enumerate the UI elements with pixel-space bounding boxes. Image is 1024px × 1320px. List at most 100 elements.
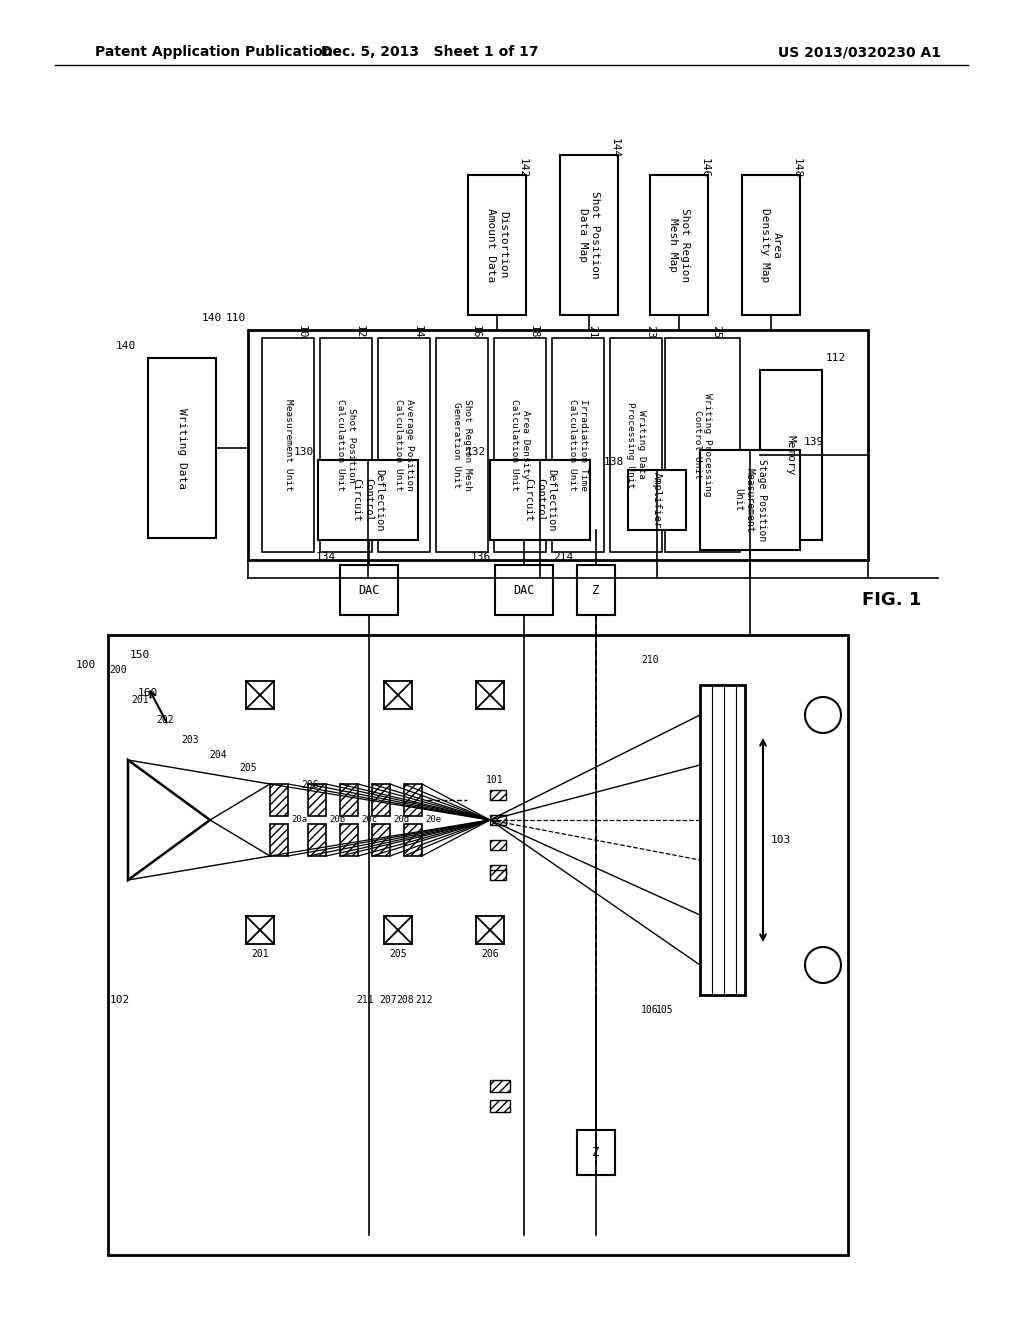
Text: Average Position
Calculation Unit: Average Position Calculation Unit — [394, 399, 414, 491]
Text: Shot Position
Calculation Unit: Shot Position Calculation Unit — [336, 399, 355, 491]
Bar — [700, 450, 800, 550]
Text: 200: 200 — [110, 665, 127, 675]
Text: 160: 160 — [138, 688, 159, 698]
Text: 12: 12 — [355, 325, 365, 339]
Bar — [248, 330, 868, 560]
Bar — [108, 635, 848, 1255]
Text: DAC: DAC — [358, 583, 380, 597]
Text: 211: 211 — [356, 995, 374, 1005]
Bar — [384, 916, 412, 944]
Text: 136: 136 — [471, 552, 490, 562]
Bar — [308, 784, 326, 816]
Bar — [490, 865, 506, 875]
Text: 130: 130 — [294, 447, 314, 457]
Text: 20e: 20e — [425, 816, 441, 825]
Text: 146: 146 — [700, 158, 710, 178]
Text: 106: 106 — [641, 1005, 658, 1015]
Text: 20b: 20b — [329, 816, 345, 825]
Text: Stage Position
Measurement
Unit: Stage Position Measurement Unit — [733, 459, 767, 541]
Bar — [404, 784, 422, 816]
Bar — [319, 338, 372, 552]
Bar — [577, 565, 615, 615]
Bar — [340, 824, 358, 855]
Bar — [404, 824, 422, 855]
Text: 201: 201 — [131, 696, 148, 705]
Text: Distortion
Amount Data: Distortion Amount Data — [486, 207, 508, 282]
Text: Area Density
Calculation Unit: Area Density Calculation Unit — [510, 399, 529, 491]
Text: Patent Application Publication: Patent Application Publication — [95, 45, 333, 59]
Bar — [628, 470, 686, 531]
Text: Shot Region Mesh
Generation Unit: Shot Region Mesh Generation Unit — [453, 399, 472, 491]
Text: 210: 210 — [641, 655, 658, 665]
Text: Amplifier: Amplifier — [652, 471, 662, 528]
Bar — [270, 824, 288, 855]
Text: 138: 138 — [604, 457, 624, 467]
Text: DAC: DAC — [513, 583, 535, 597]
Bar — [494, 338, 546, 552]
Text: Z: Z — [592, 1146, 600, 1159]
Bar — [490, 814, 506, 825]
Text: Writing Data
Processing Unit: Writing Data Processing Unit — [627, 401, 646, 488]
Text: Shot Position
Data Map: Shot Position Data Map — [579, 191, 600, 279]
Bar — [650, 176, 708, 315]
Bar — [665, 338, 740, 552]
Text: Shot Region
Mesh Map: Shot Region Mesh Map — [669, 207, 690, 282]
Text: 18: 18 — [529, 325, 539, 339]
Text: 14: 14 — [413, 325, 423, 339]
Bar — [490, 840, 506, 850]
Bar — [384, 681, 412, 709]
Bar — [340, 565, 398, 615]
Bar — [490, 789, 506, 800]
Text: 201: 201 — [251, 949, 269, 960]
Text: 112: 112 — [826, 352, 846, 363]
Bar — [468, 176, 526, 315]
Text: 134: 134 — [315, 552, 336, 562]
Text: 206: 206 — [301, 780, 318, 789]
Text: 16: 16 — [471, 325, 481, 339]
Text: 212: 212 — [415, 995, 433, 1005]
Text: US 2013/0320230 A1: US 2013/0320230 A1 — [778, 45, 941, 59]
Text: 205: 205 — [389, 949, 407, 960]
Text: Memory: Memory — [786, 434, 796, 475]
Bar — [148, 358, 216, 539]
Text: Writing Processing
Control Unit: Writing Processing Control Unit — [693, 393, 713, 496]
Bar — [246, 916, 274, 944]
Text: 103: 103 — [771, 836, 792, 845]
Bar — [610, 338, 662, 552]
Bar — [436, 338, 488, 552]
Text: 20d: 20d — [393, 816, 410, 825]
Bar — [246, 681, 274, 709]
Bar — [262, 338, 314, 552]
Text: 142: 142 — [518, 158, 528, 178]
Bar — [340, 784, 358, 816]
Text: 214: 214 — [553, 552, 573, 562]
Text: 148: 148 — [792, 158, 802, 178]
Text: Measurement Unit: Measurement Unit — [284, 399, 293, 491]
Text: 132: 132 — [466, 447, 486, 457]
Bar — [476, 916, 504, 944]
Text: Z: Z — [592, 583, 600, 597]
Text: 25: 25 — [712, 325, 722, 339]
Bar — [476, 681, 504, 709]
Bar — [308, 824, 326, 855]
Bar — [490, 1100, 510, 1111]
Text: 110: 110 — [225, 313, 246, 323]
Text: 202: 202 — [157, 715, 174, 725]
Bar — [742, 176, 800, 315]
Text: Area
Density Map: Area Density Map — [760, 207, 781, 282]
Text: Dec. 5, 2013   Sheet 1 of 17: Dec. 5, 2013 Sheet 1 of 17 — [322, 45, 539, 59]
Bar — [490, 1080, 510, 1092]
Text: 140: 140 — [116, 341, 136, 351]
Bar — [372, 824, 390, 855]
Bar — [560, 154, 618, 315]
Bar — [577, 1130, 615, 1175]
Text: Writing Data: Writing Data — [177, 408, 187, 488]
Text: 10: 10 — [297, 325, 307, 339]
Bar — [378, 338, 430, 552]
Text: 208: 208 — [396, 995, 414, 1005]
Text: 100: 100 — [76, 660, 96, 671]
Bar — [700, 685, 745, 995]
Text: 101: 101 — [486, 775, 504, 785]
Text: 20a: 20a — [291, 816, 307, 825]
Text: 139: 139 — [804, 437, 824, 447]
